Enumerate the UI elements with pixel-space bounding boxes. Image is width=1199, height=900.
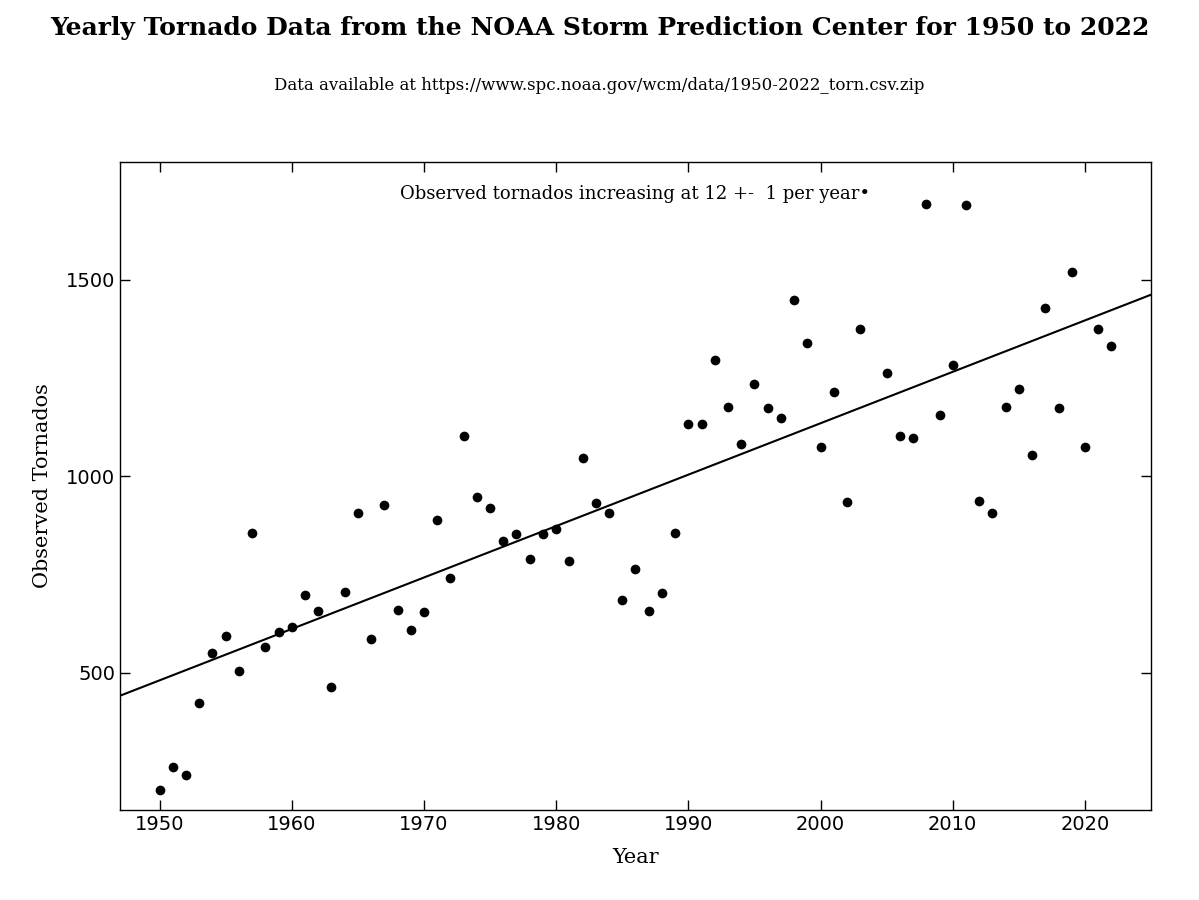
Point xyxy=(441,571,460,585)
Point xyxy=(586,496,605,510)
Point xyxy=(481,500,500,515)
Point xyxy=(983,506,1002,520)
Text: Yearly Tornado Data from the NOAA Storm Prediction Center for 1950 to 2022: Yearly Tornado Data from the NOAA Storm … xyxy=(50,16,1149,40)
Point xyxy=(216,629,235,643)
Point xyxy=(1010,382,1029,397)
Point xyxy=(600,506,619,520)
Point xyxy=(176,768,195,782)
Point xyxy=(150,783,169,797)
Point xyxy=(652,586,671,600)
Point xyxy=(454,429,474,444)
Point xyxy=(837,495,856,509)
Point xyxy=(876,365,896,380)
Point xyxy=(375,498,394,512)
Point xyxy=(1062,265,1081,279)
Point xyxy=(904,431,923,446)
Text: Data available at https://www.spc.noaa.gov/wcm/data/1950-2022_torn.csv.zip: Data available at https://www.spc.noaa.g… xyxy=(275,77,924,94)
Y-axis label: Observed Tornados: Observed Tornados xyxy=(32,383,52,589)
Point xyxy=(203,645,222,660)
Point xyxy=(547,522,566,536)
Point xyxy=(189,696,209,710)
Point xyxy=(163,760,182,774)
Point xyxy=(282,620,301,634)
Point xyxy=(639,604,658,618)
Point xyxy=(784,292,803,307)
Point xyxy=(797,336,817,350)
Point xyxy=(494,534,513,548)
Point xyxy=(1102,339,1121,354)
Point xyxy=(1049,401,1068,416)
Point xyxy=(242,526,261,540)
Point xyxy=(1076,439,1095,454)
Point xyxy=(863,148,882,162)
Point xyxy=(468,490,487,504)
Point xyxy=(361,632,380,646)
Point xyxy=(402,623,421,637)
Point xyxy=(1089,321,1108,336)
X-axis label: Year: Year xyxy=(613,848,658,867)
Point xyxy=(560,554,579,569)
Point xyxy=(758,401,777,416)
Point xyxy=(692,417,711,431)
Point xyxy=(771,411,790,426)
Point xyxy=(269,625,288,639)
Point xyxy=(626,562,645,576)
Point xyxy=(1036,301,1055,315)
Point xyxy=(308,604,327,618)
Point xyxy=(321,680,341,694)
Point xyxy=(679,417,698,431)
Point xyxy=(891,428,910,443)
Point xyxy=(745,377,764,392)
Point xyxy=(705,352,724,366)
Point xyxy=(850,321,869,336)
Point xyxy=(388,602,408,616)
Point xyxy=(415,606,434,620)
Point xyxy=(996,400,1016,414)
Text: Observed tornados increasing at 12 +-  1 per year•: Observed tornados increasing at 12 +- 1 … xyxy=(400,184,870,202)
Point xyxy=(255,640,275,654)
Point xyxy=(944,358,963,373)
Point xyxy=(507,527,526,542)
Point xyxy=(534,527,553,542)
Point xyxy=(1023,447,1042,462)
Point xyxy=(665,526,685,540)
Point xyxy=(428,513,447,527)
Point xyxy=(613,593,632,608)
Point xyxy=(573,451,592,465)
Point xyxy=(824,384,843,399)
Point xyxy=(335,585,354,599)
Point xyxy=(731,436,751,451)
Point xyxy=(957,198,976,212)
Point xyxy=(229,664,248,679)
Point xyxy=(520,553,540,567)
Point xyxy=(917,197,936,211)
Point xyxy=(295,588,314,602)
Point xyxy=(348,506,367,520)
Point xyxy=(811,439,830,454)
Point xyxy=(718,400,737,414)
Point xyxy=(970,493,989,508)
Point xyxy=(930,408,950,422)
